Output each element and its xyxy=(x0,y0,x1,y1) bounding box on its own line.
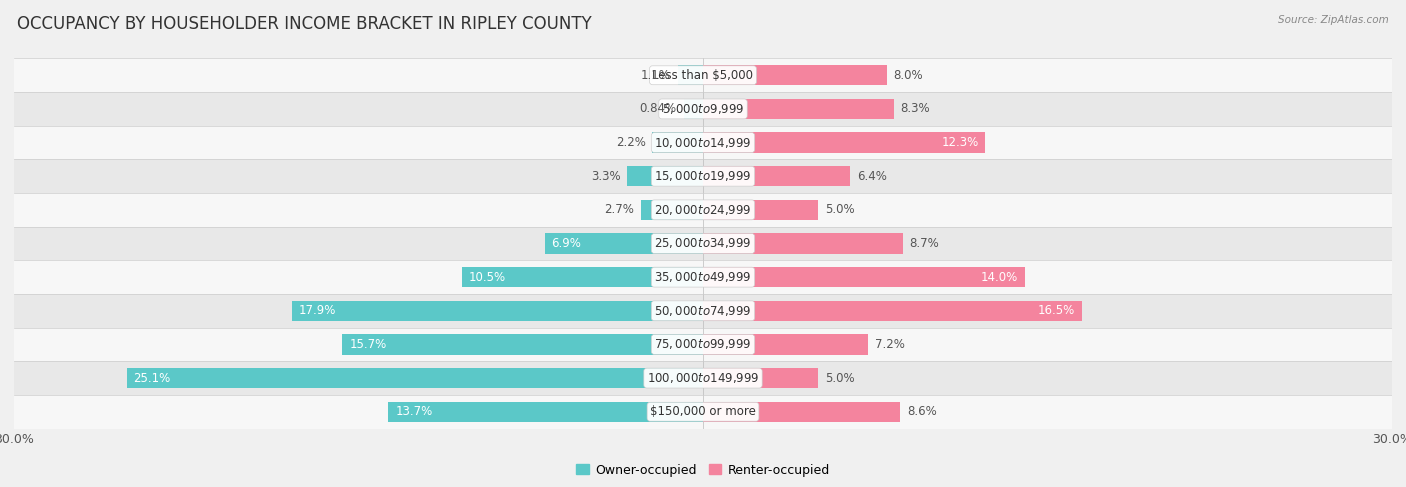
Bar xyxy=(14,294,1392,328)
Bar xyxy=(652,132,703,152)
Bar xyxy=(703,132,986,152)
Bar xyxy=(627,166,703,187)
Text: 5.0%: 5.0% xyxy=(825,372,855,385)
Bar xyxy=(703,99,894,119)
Text: $35,000 to $49,999: $35,000 to $49,999 xyxy=(654,270,752,284)
Text: $50,000 to $74,999: $50,000 to $74,999 xyxy=(654,304,752,318)
Text: 8.6%: 8.6% xyxy=(907,405,938,418)
Bar xyxy=(14,361,1392,395)
Text: 6.9%: 6.9% xyxy=(551,237,581,250)
Text: 10.5%: 10.5% xyxy=(468,271,506,283)
Bar xyxy=(388,402,703,422)
Text: 2.2%: 2.2% xyxy=(616,136,645,149)
Bar xyxy=(703,402,900,422)
Text: $150,000 or more: $150,000 or more xyxy=(650,405,756,418)
Text: 12.3%: 12.3% xyxy=(942,136,979,149)
Bar xyxy=(292,300,703,321)
Text: $15,000 to $19,999: $15,000 to $19,999 xyxy=(654,169,752,183)
Text: OCCUPANCY BY HOUSEHOLDER INCOME BRACKET IN RIPLEY COUNTY: OCCUPANCY BY HOUSEHOLDER INCOME BRACKET … xyxy=(17,15,592,33)
Text: $5,000 to $9,999: $5,000 to $9,999 xyxy=(662,102,744,116)
Text: 6.4%: 6.4% xyxy=(856,169,887,183)
Bar xyxy=(14,126,1392,159)
Text: $100,000 to $149,999: $100,000 to $149,999 xyxy=(647,371,759,385)
Bar xyxy=(703,65,887,85)
Text: 0.84%: 0.84% xyxy=(640,102,676,115)
Text: 2.7%: 2.7% xyxy=(605,204,634,216)
Text: $10,000 to $14,999: $10,000 to $14,999 xyxy=(654,135,752,150)
Text: 15.7%: 15.7% xyxy=(349,338,387,351)
Text: 14.0%: 14.0% xyxy=(980,271,1018,283)
Bar xyxy=(703,300,1083,321)
Text: 16.5%: 16.5% xyxy=(1038,304,1076,318)
Bar xyxy=(14,159,1392,193)
Legend: Owner-occupied, Renter-occupied: Owner-occupied, Renter-occupied xyxy=(571,459,835,482)
Bar xyxy=(703,368,818,388)
Text: $75,000 to $99,999: $75,000 to $99,999 xyxy=(654,337,752,352)
Text: Less than $5,000: Less than $5,000 xyxy=(652,69,754,82)
Bar xyxy=(683,99,703,119)
Text: 3.3%: 3.3% xyxy=(591,169,620,183)
Text: 5.0%: 5.0% xyxy=(825,204,855,216)
Text: 7.2%: 7.2% xyxy=(875,338,905,351)
Text: 17.9%: 17.9% xyxy=(299,304,336,318)
Text: $25,000 to $34,999: $25,000 to $34,999 xyxy=(654,237,752,250)
Bar xyxy=(14,226,1392,261)
Text: 8.3%: 8.3% xyxy=(900,102,931,115)
Bar xyxy=(544,233,703,254)
Bar xyxy=(703,267,1025,287)
Bar xyxy=(14,395,1392,429)
Bar xyxy=(703,200,818,220)
Bar xyxy=(14,58,1392,92)
Bar xyxy=(703,233,903,254)
Bar xyxy=(703,166,851,187)
Bar xyxy=(703,335,869,355)
Bar xyxy=(641,200,703,220)
Bar xyxy=(678,65,703,85)
Text: 1.1%: 1.1% xyxy=(641,69,671,82)
Text: 13.7%: 13.7% xyxy=(395,405,433,418)
Text: 8.0%: 8.0% xyxy=(894,69,924,82)
Bar xyxy=(14,261,1392,294)
Text: 25.1%: 25.1% xyxy=(134,372,170,385)
Bar xyxy=(14,193,1392,226)
Bar xyxy=(127,368,703,388)
Bar xyxy=(461,267,703,287)
Text: Source: ZipAtlas.com: Source: ZipAtlas.com xyxy=(1278,15,1389,25)
Bar xyxy=(14,92,1392,126)
Text: $20,000 to $24,999: $20,000 to $24,999 xyxy=(654,203,752,217)
Bar xyxy=(343,335,703,355)
Text: 8.7%: 8.7% xyxy=(910,237,939,250)
Bar xyxy=(14,328,1392,361)
